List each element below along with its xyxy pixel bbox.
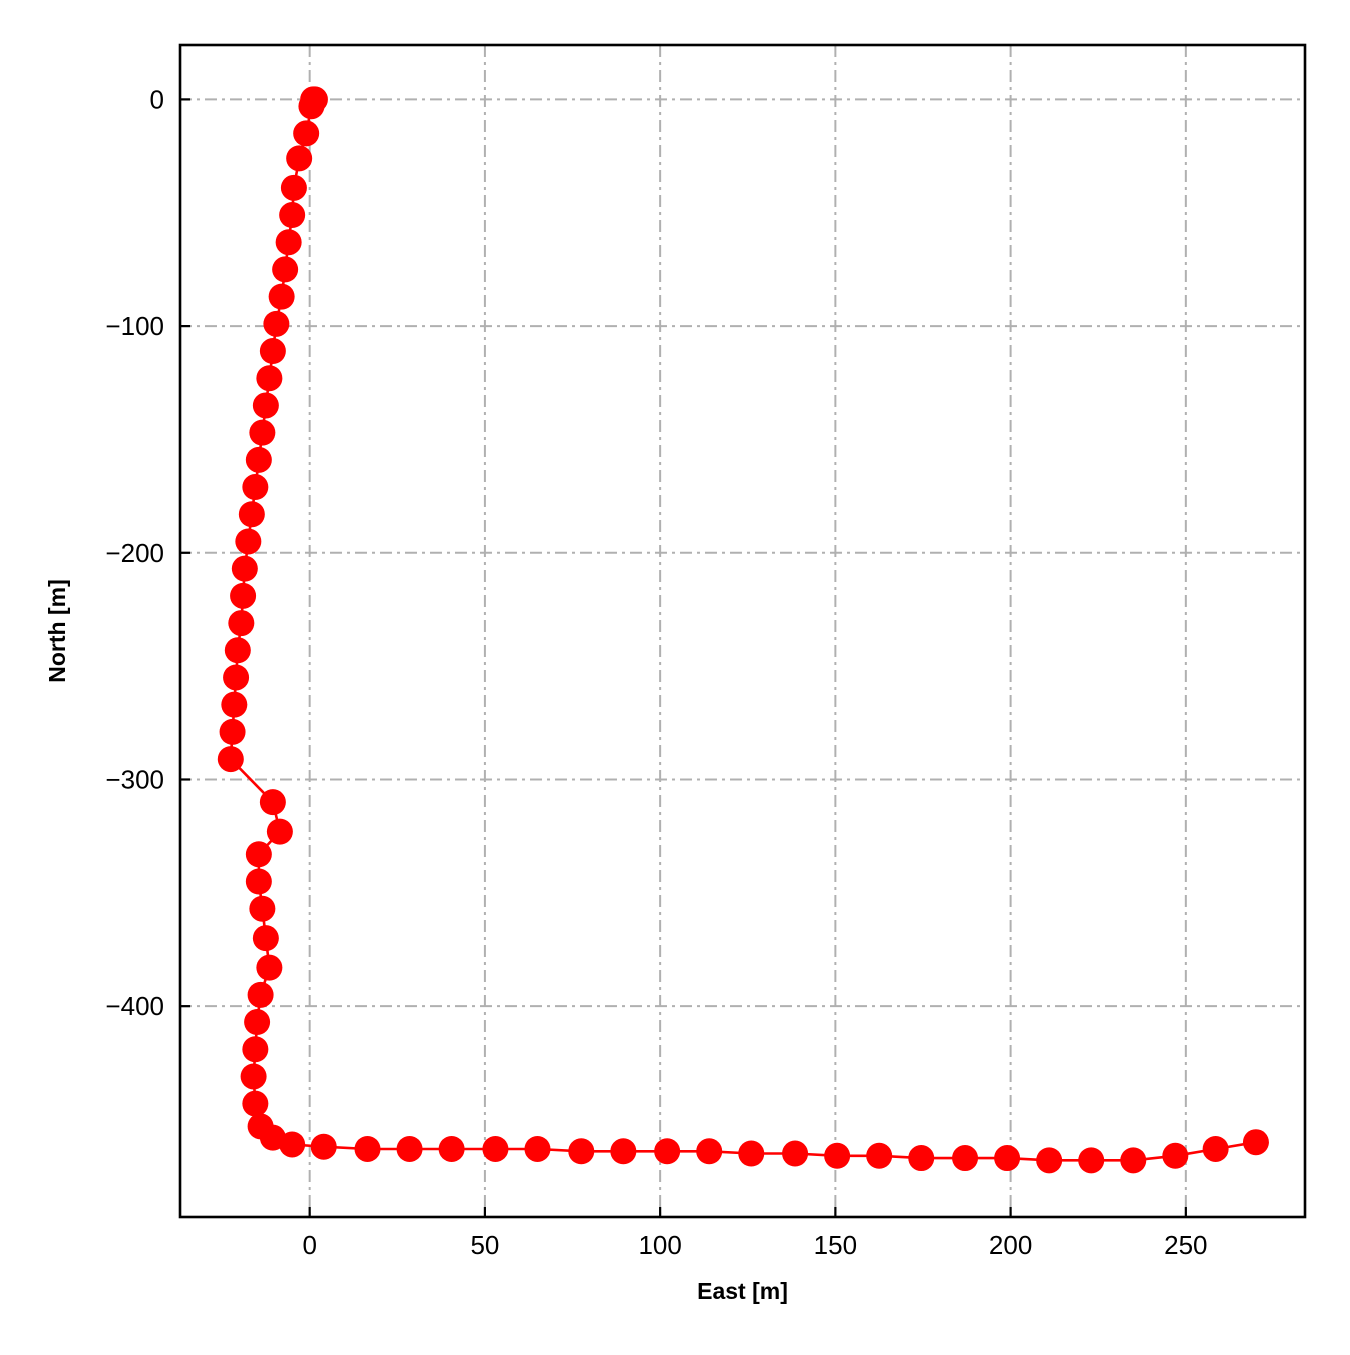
x-tick-label: 50: [470, 1230, 499, 1260]
y-tick-label: −400: [105, 991, 164, 1021]
series-layer: [217, 86, 1269, 1174]
data-point: [908, 1145, 935, 1172]
plot-frame: [178, 43, 1307, 1219]
data-point: [230, 582, 257, 609]
data-point: [1078, 1147, 1105, 1174]
ticks: 0 50 100 150 200 250 0 −100 −200 −300 −400: [105, 84, 1207, 1260]
data-point: [268, 283, 295, 310]
data-point: [610, 1138, 637, 1165]
x-axis-label: East [m]: [697, 1278, 788, 1304]
y-tick-label: 0: [150, 84, 164, 114]
series-line: [229, 98, 1257, 1162]
data-point: [228, 610, 255, 637]
data-point: [952, 1145, 979, 1172]
data-point: [293, 120, 320, 147]
data-point: [249, 895, 276, 922]
data-point: [279, 1131, 306, 1158]
data-point: [219, 718, 246, 745]
data-point: [259, 338, 286, 365]
x-tick-label: 200: [989, 1230, 1032, 1260]
data-point: [280, 174, 307, 201]
data-point: [252, 925, 279, 952]
data-point: [654, 1138, 681, 1165]
data-point: [310, 1133, 337, 1160]
x-tick-label: 150: [814, 1230, 857, 1260]
data-point: [272, 256, 299, 283]
data-point: [240, 1063, 267, 1090]
data-point: [242, 1036, 269, 1063]
data-point: [252, 392, 279, 419]
data-point: [247, 981, 274, 1008]
data-point: [249, 419, 276, 446]
grid: [180, 45, 1305, 1217]
data-point: [275, 229, 302, 256]
data-point: [256, 954, 283, 981]
data-point: [1120, 1147, 1147, 1174]
data-point: [396, 1135, 423, 1162]
x-tick-label: 100: [638, 1230, 681, 1260]
data-point: [224, 637, 251, 664]
data-point: [482, 1135, 509, 1162]
data-point: [235, 528, 262, 555]
data-point: [568, 1138, 595, 1165]
data-point: [242, 474, 269, 501]
data-point: [259, 789, 286, 816]
data-point: [354, 1135, 381, 1162]
data-point: [994, 1145, 1021, 1172]
data-point: [1162, 1142, 1189, 1169]
data-point: [245, 841, 272, 868]
data-point: [824, 1142, 851, 1169]
data-point: [524, 1135, 551, 1162]
data-point: [245, 868, 272, 895]
y-tick-label: −300: [105, 764, 164, 794]
data-point: [696, 1138, 723, 1165]
data-point: [231, 555, 258, 582]
data-point: [245, 446, 272, 473]
data-point: [223, 664, 250, 691]
data-point: [298, 93, 325, 120]
data-point: [438, 1135, 465, 1162]
data-point: [244, 1009, 271, 1036]
data-point: [286, 145, 313, 172]
y-tick-label: −200: [105, 538, 164, 568]
data-point: [242, 1090, 269, 1117]
data-point: [256, 365, 283, 392]
data-point: [1242, 1129, 1269, 1156]
axes: [178, 43, 1307, 1219]
data-point: [279, 202, 306, 229]
data-point: [221, 691, 248, 718]
data-point: [238, 501, 265, 528]
x-tick-label: 250: [1164, 1230, 1207, 1260]
data-point: [263, 310, 290, 337]
data-point: [1202, 1135, 1229, 1162]
data-point: [266, 818, 293, 845]
data-point: [738, 1140, 765, 1167]
data-point: [217, 746, 244, 773]
y-axis-label: North [m]: [44, 579, 70, 682]
y-tick-label: −100: [105, 311, 164, 341]
x-tick-label: 0: [302, 1230, 316, 1260]
data-point: [1036, 1147, 1063, 1174]
data-point: [782, 1140, 809, 1167]
data-point: [866, 1142, 893, 1169]
